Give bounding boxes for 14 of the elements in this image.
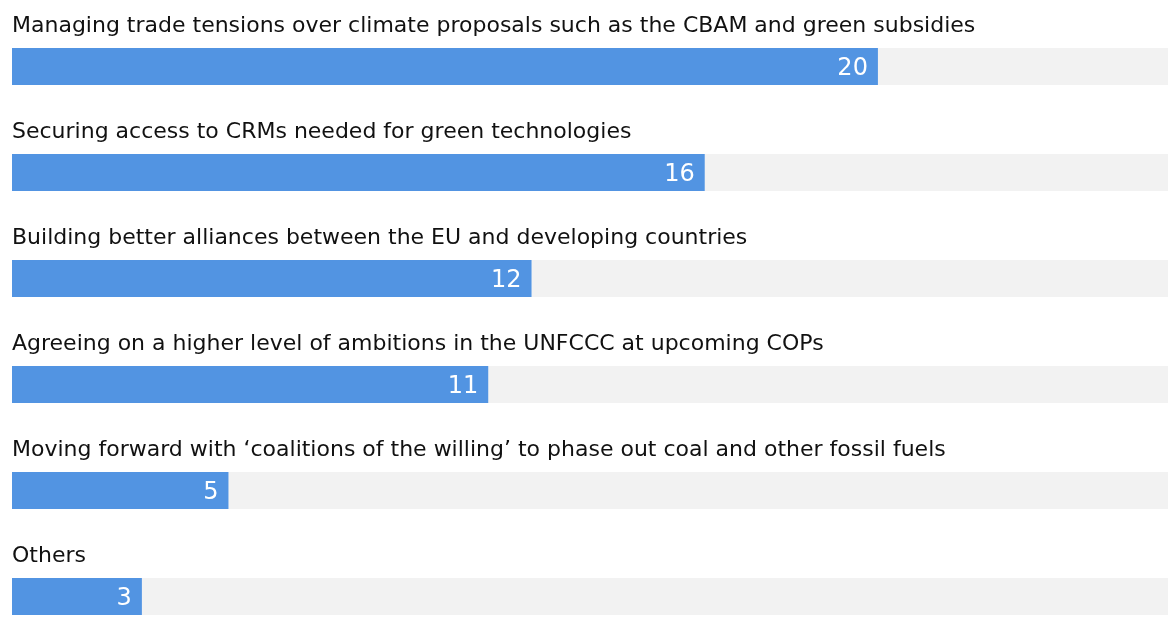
y-tick-label: Agreeing on a higher level of ambitions in the UNFCCC at upcoming COPs — [12, 330, 824, 355]
y-tick-label: Moving forward with ‘coalitions of the willing’ to phase out coal and other fossil fuels — [12, 436, 946, 461]
data-label: 20 — [837, 52, 868, 81]
bar — [12, 578, 142, 615]
y-tick-label: Securing access to CRMs needed for green technologies — [12, 118, 632, 143]
y-tick-label: Managing trade tensions over climate proposals such as the CBAM and green subsidies — [12, 12, 976, 37]
y-tick-label: Others — [12, 542, 86, 567]
data-label: 12 — [491, 264, 522, 293]
data-label: 3 — [116, 582, 132, 611]
data-label: 11 — [447, 370, 479, 399]
data-label: 5 — [203, 476, 219, 505]
y-tick-label: Building better alliances between the EU and developing countries — [12, 224, 748, 249]
data-label: 16 — [664, 158, 695, 187]
bar — [12, 472, 229, 509]
